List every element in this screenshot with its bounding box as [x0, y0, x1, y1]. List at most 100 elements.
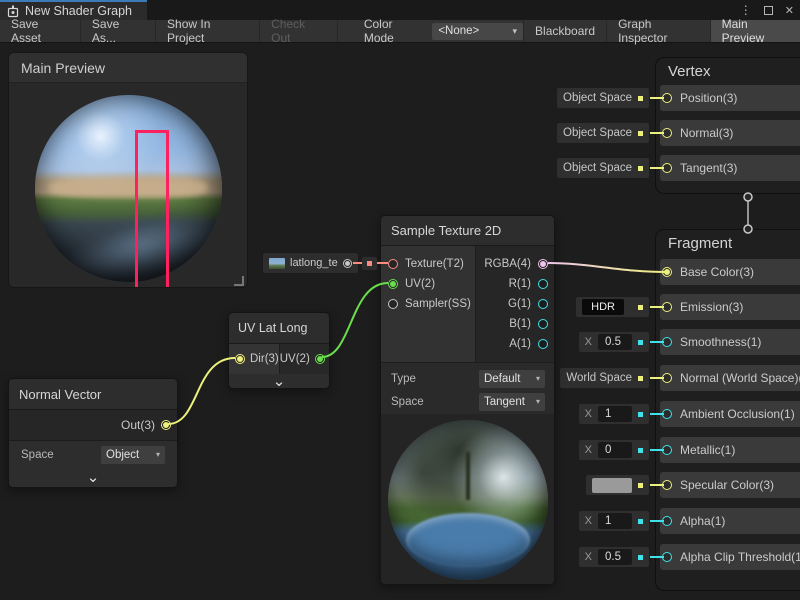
output-row-g: G(1): [476, 294, 554, 314]
dropdown-arrow-icon: ▾: [512, 25, 518, 36]
row-bar[interactable]: Metallic(1): [660, 437, 800, 463]
collapse-chevron-icon[interactable]: ⌄: [9, 468, 177, 487]
node-title[interactable]: UV Lat Long: [229, 313, 329, 344]
port-label: UV(2): [405, 278, 436, 290]
tangent-space-dropdown[interactable]: Object Space: [556, 157, 651, 179]
metallic-field[interactable]: 0: [598, 442, 632, 458]
main-preview-toggle[interactable]: Main Preview: [709, 17, 800, 45]
tree-trunk: [466, 452, 471, 500]
a-output-port[interactable]: [538, 339, 548, 349]
texture-output-port[interactable]: [343, 258, 352, 268]
texture-input-port[interactable]: [388, 259, 398, 269]
port-section: Dir(3) UV(2): [229, 344, 329, 374]
main-preview-panel-title[interactable]: Main Preview: [9, 53, 247, 83]
row-bar[interactable]: Alpha(1): [660, 508, 800, 534]
space-value: Object Space: [563, 92, 633, 104]
maximize-button[interactable]: [763, 5, 773, 15]
row-bar[interactable]: Smoothness(1): [660, 329, 800, 355]
panel-resize-handle[interactable]: [234, 276, 244, 286]
color-mode-label: Color Mode: [363, 17, 394, 45]
graph-inspector-toggle[interactable]: Graph Inspector: [606, 17, 710, 45]
out-output-port[interactable]: [161, 420, 171, 430]
port-label: G(1): [508, 298, 531, 310]
sample-texture-2d-node[interactable]: Sample Texture 2D Texture(T2) UV(2) Samp…: [380, 215, 555, 585]
row-bar[interactable]: Ambient Occlusion(1): [660, 401, 800, 427]
title-bar: New Shader Graph ⋮ ✕: [0, 0, 800, 20]
rgba-output-port[interactable]: [538, 259, 548, 269]
normal-space-dropdown[interactable]: Object Space: [556, 122, 651, 144]
uv-lat-long-node[interactable]: UV Lat Long Dir(3) UV(2) ⌄: [228, 312, 330, 389]
type-dropdown[interactable]: Default ▾: [479, 369, 545, 388]
uv-input-port[interactable]: [388, 279, 398, 289]
color-mode-group: Color Mode <None> ▾: [363, 17, 524, 45]
vertex-row-position: Object Space Position(3): [556, 85, 800, 111]
emission-hdr-control[interactable]: HDR: [575, 296, 650, 318]
row-bar[interactable]: Specular Color(3): [660, 472, 800, 498]
port-label: Position(3): [680, 91, 738, 105]
toolbar: Save Asset Save As... Show In Project Ch…: [0, 17, 800, 45]
node-title[interactable]: Normal Vector: [9, 379, 177, 410]
shader-graph-icon: [7, 5, 19, 17]
color-mode-dropdown[interactable]: <None> ▾: [432, 22, 524, 40]
uv-output-port[interactable]: [314, 354, 325, 364]
collapse-chevron-icon[interactable]: ⌄: [229, 374, 329, 388]
row-bar[interactable]: Normal (World Space)(3): [660, 365, 800, 391]
vertex-row-tangent: Object Space Tangent(3): [556, 155, 800, 181]
port-label: Tangent(3): [680, 161, 738, 175]
color-swatch[interactable]: [592, 477, 632, 493]
row-bar[interactable]: Position(3): [660, 85, 800, 111]
main-preview-panel: Main Preview: [8, 52, 248, 288]
x-label: X: [584, 444, 592, 456]
port-label: Smoothness(1): [680, 335, 762, 349]
space-row: Space Tangent ▾: [381, 390, 554, 413]
port-label: UV(2): [279, 353, 310, 365]
row-bar[interactable]: Emission(3): [660, 294, 800, 320]
show-in-project-button[interactable]: Show In Project: [156, 17, 261, 45]
smoothness-field[interactable]: 0.5: [598, 334, 632, 350]
space-dropdown[interactable]: Object ▾: [101, 445, 165, 464]
space-dropdown[interactable]: Tangent ▾: [479, 392, 545, 411]
port-label: Metallic(1): [680, 443, 736, 457]
space-row: Space Object ▾: [9, 440, 177, 468]
space-value: Tangent: [484, 395, 525, 408]
port-stub-square: [638, 95, 644, 101]
normal-vector-node[interactable]: Normal Vector Out(3) Space Object ▾ ⌄: [8, 378, 178, 488]
space-value: Object Space: [563, 162, 633, 174]
fragment-row-emission: HDR Emission(3): [556, 294, 800, 320]
output-ports: RGBA(4) R(1) G(1) B(1) A(1): [476, 246, 554, 362]
alpha-clip-field[interactable]: 0.5: [598, 549, 632, 565]
b-output-port[interactable]: [538, 319, 548, 329]
fragment-row-metallic: X 0 Metallic(1): [556, 437, 800, 463]
tab-new-shader-graph[interactable]: New Shader Graph: [0, 0, 147, 20]
latlong-test-texture-node[interactable]: latlong_test: [262, 252, 359, 274]
node-title[interactable]: Sample Texture 2D: [381, 216, 554, 246]
ao-field[interactable]: 1: [598, 406, 632, 422]
close-button[interactable]: ✕: [784, 4, 794, 17]
dropdown-arrow-icon: ▾: [535, 397, 540, 406]
vertex-row-normal: Object Space Normal(3): [556, 120, 800, 146]
port-stub-square: [638, 375, 643, 381]
row-bar[interactable]: Tangent(3): [660, 155, 800, 181]
port-label: Base Color(3): [680, 265, 755, 279]
port-stub-square: [638, 339, 643, 345]
row-bar[interactable]: Alpha Clip Threshold(1): [660, 544, 800, 570]
row-bar[interactable]: Base Color(3): [660, 259, 800, 285]
hdr-chip[interactable]: HDR: [582, 299, 624, 315]
blackboard-toggle[interactable]: Blackboard: [523, 20, 606, 42]
row-bar[interactable]: Normal(3): [660, 120, 800, 146]
save-as-button[interactable]: Save As...: [81, 17, 157, 45]
window-controls: ⋮ ✕: [740, 0, 794, 20]
save-asset-button[interactable]: Save Asset: [0, 17, 81, 45]
dir-input-port[interactable]: [235, 354, 245, 364]
normal-ws-space-dropdown[interactable]: World Space: [559, 367, 650, 389]
type-value: Default: [484, 372, 521, 385]
fragment-row-specular: Specular Color(3): [556, 472, 800, 498]
r-output-port[interactable]: [538, 279, 548, 289]
g-output-port[interactable]: [538, 299, 548, 309]
position-space-dropdown[interactable]: Object Space: [556, 87, 651, 109]
main-preview-viewport[interactable]: [9, 83, 247, 287]
sampler-input-port[interactable]: [388, 299, 398, 309]
kebab-menu-icon[interactable]: ⋮: [739, 3, 752, 17]
alpha-field[interactable]: 1: [598, 513, 632, 529]
